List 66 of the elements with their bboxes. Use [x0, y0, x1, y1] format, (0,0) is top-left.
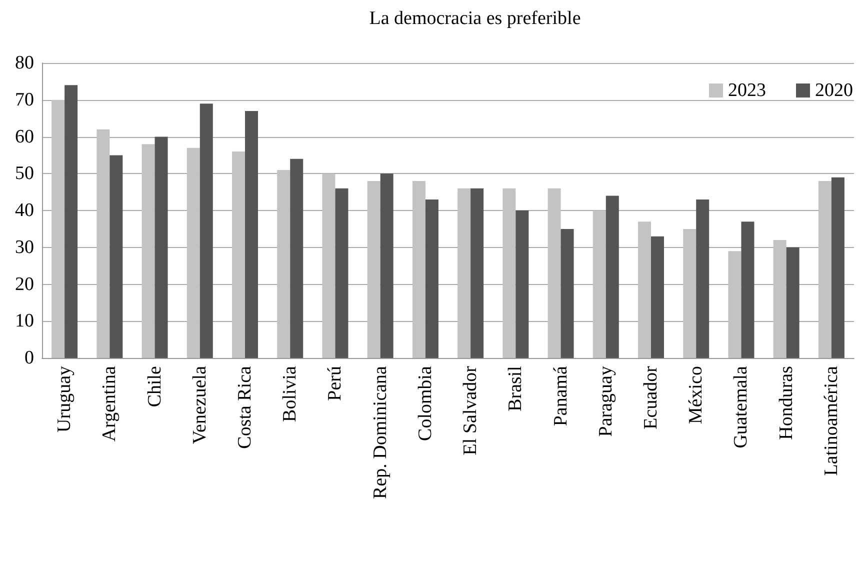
x-tick-label: Bolivia: [280, 365, 301, 422]
bar: [425, 199, 438, 358]
x-tick-label: Panamá: [550, 365, 572, 426]
x-tick-label: Paraguay: [595, 366, 616, 437]
bar: [277, 170, 290, 358]
bar: [64, 85, 78, 358]
bar: [154, 136, 168, 358]
y-tick-label: 70: [15, 89, 34, 110]
bar: [232, 152, 245, 358]
x-tick-label: Costa Rica: [234, 365, 256, 449]
bar: [606, 196, 619, 358]
x-tick-label: Colombia: [414, 365, 436, 441]
bar: [458, 188, 471, 358]
bar: [773, 240, 786, 358]
x-tick-label: Uruguay: [54, 366, 76, 432]
bar: [831, 177, 844, 358]
y-tick-label: 50: [15, 163, 34, 184]
bar: [186, 148, 200, 358]
x-tick-label: Rep. Dominicana: [370, 365, 391, 499]
bar: [502, 188, 516, 358]
bar: [548, 188, 561, 358]
x-tick-label: Brasil: [505, 366, 526, 412]
bar: [818, 181, 832, 358]
bar: [322, 174, 336, 358]
legend-label: 2020: [815, 80, 853, 101]
bar: [412, 181, 426, 358]
bar: [696, 199, 710, 358]
bar: [741, 222, 754, 358]
bar: [335, 188, 348, 358]
x-tick-label: Latinoamérica: [820, 365, 842, 476]
x-tick-label: Perú: [324, 366, 346, 401]
bar: [560, 228, 574, 358]
bar: [142, 144, 155, 358]
x-tick-label: Guatemala: [730, 365, 752, 448]
x-tick-label: Argentina: [99, 365, 120, 442]
bar: [52, 100, 65, 358]
bar: [470, 188, 484, 358]
bar: [516, 210, 529, 358]
bar: [245, 110, 258, 358]
bar: [651, 236, 664, 358]
x-tick-label: Ecuador: [640, 365, 662, 430]
x-tick-label: El Salvador: [460, 365, 482, 456]
y-tick-label: 0: [24, 348, 34, 368]
bar: [380, 174, 394, 358]
x-tick-label: Venezuela: [189, 365, 210, 444]
bar: [638, 222, 651, 358]
chart-title: La democracia es preferible: [369, 8, 581, 29]
y-tick-label: 80: [15, 52, 34, 74]
bar: [96, 129, 110, 358]
x-tick-label: Honduras: [776, 366, 797, 440]
bar: [592, 210, 606, 358]
bar: [290, 158, 304, 358]
x-tick-label: México: [686, 366, 707, 424]
y-tick-label: 30: [15, 236, 34, 258]
y-tick-label: 10: [15, 310, 34, 332]
y-tick-label: 20: [15, 274, 34, 295]
y-tick-label: 40: [15, 200, 34, 221]
bar: [683, 228, 696, 358]
bar: [367, 181, 380, 358]
y-tick-label: 60: [15, 126, 34, 148]
legend-label: 2023: [728, 80, 766, 101]
bar: [110, 155, 123, 358]
bar: [200, 104, 213, 358]
bar: [728, 251, 742, 358]
x-tick-label: Chile: [144, 366, 166, 408]
bar: [786, 247, 800, 358]
